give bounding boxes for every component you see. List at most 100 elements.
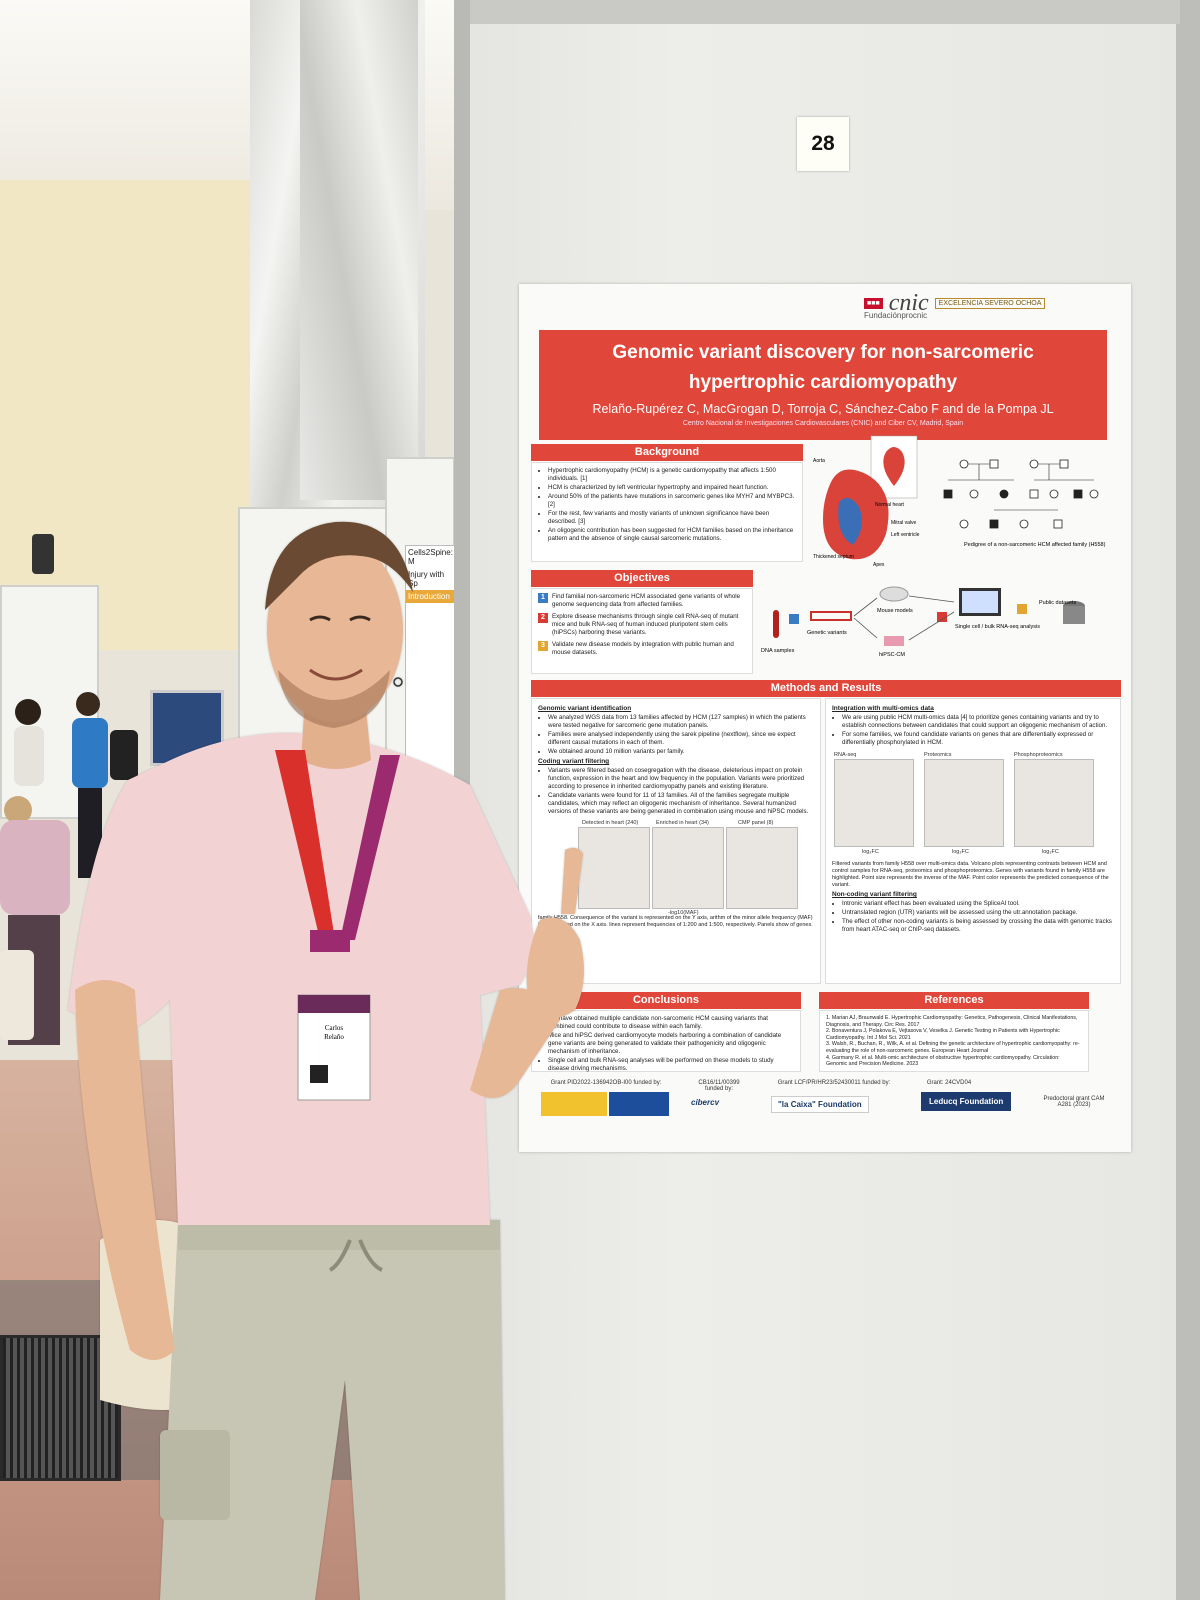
poster-logos: ■■■ cnic EXCELENCIA SEVERO OCHOA xyxy=(864,289,1124,317)
background-poster-fragment: Cells2Spine: M Injury with Sp Introducti… xyxy=(405,545,457,777)
pedigree-chart: Pedigree of a non-sarcomeric HCM affecte… xyxy=(943,459,1106,548)
scientific-poster: ■■■ cnic EXCELENCIA SEVERO OCHOA Fundaci… xyxy=(519,284,1131,1152)
lanyard-clip xyxy=(310,930,350,952)
volcano-x-label: log₂FC xyxy=(862,849,879,855)
volcano-plot-rnaseq xyxy=(834,759,914,847)
methods-bullet: For some families, we found candidate va… xyxy=(842,731,1114,747)
volcano-title: Proteomics xyxy=(924,752,952,758)
reference-item: 3. Walsh, R., Buchan, R., Wilk, A. et al… xyxy=(826,1041,1080,1054)
cargo-pocket xyxy=(160,1430,230,1520)
objective-item: 1 Find familial non-sarcomeric HCM assoc… xyxy=(538,593,746,609)
methods-bullet: We analyzed WGS data from 13 families af… xyxy=(548,714,814,730)
la-caixa-logo: "la Caixa" Foundation xyxy=(771,1096,869,1113)
pants xyxy=(160,1220,505,1600)
background-sign-1: Cells2Spine: M xyxy=(408,548,453,566)
methods-subtitle: Non-coding variant filtering xyxy=(832,891,917,898)
variant-panel xyxy=(578,827,650,909)
poster-affiliation: Centro Nacional de Investigaciones Cardi… xyxy=(682,420,964,427)
drawstring xyxy=(328,1239,383,1272)
panel-x-axis: -log10(MAF) xyxy=(668,910,699,916)
volcano-plot-proteomics xyxy=(924,759,1004,847)
objective-number: 3 xyxy=(538,641,548,651)
panel-title: Enriched in heart (34) xyxy=(656,820,709,826)
methods-bullet: The effect of other non-coding variants … xyxy=(842,918,1114,934)
board-frame-right xyxy=(1176,0,1200,1600)
diagram-label: hiPSC-CM xyxy=(879,652,905,658)
wall-speaker xyxy=(32,534,54,574)
right-arm xyxy=(470,988,560,1098)
methods-bullet: Untranslated region (UTR) variants will … xyxy=(842,909,1114,917)
panel-title: Detected in heart (240) xyxy=(582,820,639,826)
methods-bullet: We are using public HCM multi-omics data… xyxy=(842,714,1114,730)
marble-column-highlight xyxy=(300,0,418,500)
presenter-person: Carlos Relaño xyxy=(68,521,584,1600)
heart-label-lv: Left ventricle xyxy=(891,532,920,538)
objective-item: 3 Validate new disease models by integra… xyxy=(538,641,746,657)
methods-bullet: We obtained around 10 million variants p… xyxy=(548,748,814,756)
volcano-plots-figure: RNA-seq Proteomics Phosphoproteomics log… xyxy=(832,751,1114,859)
badge-qr-code xyxy=(310,1065,328,1083)
conclusions-heading: Conclusions xyxy=(531,992,801,1009)
hand-thumbs-up xyxy=(526,917,584,1019)
references-list: 1. Marian AJ, Braunwald E. Hypertrophic … xyxy=(819,1010,1089,1072)
reference-item: 1. Marian AJ, Braunwald E. Hypertrophic … xyxy=(826,1015,1078,1028)
conclusion-bullet: Single cell and bulk RNA-seq analyses wi… xyxy=(548,1057,794,1073)
methods-left-column: Genomic variant identification We analyz… xyxy=(531,698,821,984)
background-sign-2: Injury with Sp xyxy=(408,570,445,588)
volcano-caption: Filtered variants from family H558 over … xyxy=(832,861,1109,888)
beard xyxy=(278,670,390,728)
closed-eyes xyxy=(309,615,371,622)
objective-number: 1 xyxy=(538,593,548,603)
reference-item: 2. Bonaventura J, Polakova E, Vejtasova … xyxy=(826,1028,1060,1041)
poster-authors: Relaño-Rupérez C, MacGrogan D, Torroja C… xyxy=(592,402,1054,416)
variant-panels-figure: Detected in heart (240) Enriched in hear… xyxy=(538,819,814,916)
pedigree-caption: Pedigree of a non-sarcomeric HCM affecte… xyxy=(964,542,1106,548)
objective-item: 2 Explore disease mechanisms through sin… xyxy=(538,613,746,637)
heart-label-mitral: Mitral valve xyxy=(891,520,917,526)
ministry-logo xyxy=(541,1092,607,1116)
t-shirt xyxy=(68,733,534,1225)
methods-subtitle: Genomic variant identification xyxy=(538,705,632,712)
objective-number: 2 xyxy=(538,613,548,623)
poster-title-line-1: Genomic variant discovery for non-sarcom… xyxy=(612,342,1034,363)
background-sign-3: Introduction xyxy=(406,590,456,603)
methods-subtitle: Integration with multi-omics data xyxy=(832,705,934,712)
volcano-title: Phosphoproteomics xyxy=(1014,752,1063,758)
left-arm xyxy=(75,980,175,1360)
objectives-list: 1 Find familial non-sarcomeric HCM assoc… xyxy=(531,588,753,674)
panel-title: CMP panel (8) xyxy=(738,820,774,826)
background-bullet: Around 50% of the patients have mutation… xyxy=(548,493,796,509)
board-frame-top xyxy=(470,0,1180,24)
severo-ochoa-logo: EXCELENCIA SEVERO OCHOA xyxy=(934,297,1046,309)
diagram-label: Single cell / bulk RNA-seq analysis xyxy=(955,624,1040,630)
heart-label-aorta: Aorta xyxy=(813,458,825,464)
volcano-x-label: log₂FC xyxy=(952,849,969,855)
background-bullet: HCM is characterized by left ventricular… xyxy=(548,484,796,492)
diagram-label: Mouse models xyxy=(877,608,913,614)
references-heading: References xyxy=(819,992,1089,1009)
hipsc-icon xyxy=(884,636,904,646)
dna-tube-icon xyxy=(773,610,779,638)
methods-right-column: Integration with multi-omics data We are… xyxy=(825,698,1121,984)
background-bullet: Hypertrophic cardiomyopathy (HCM) is a g… xyxy=(548,467,796,483)
leducq-logo: Leducq Foundation xyxy=(921,1092,1012,1111)
conclusion-bullet: We have obtained multiple candidate non-… xyxy=(548,1015,794,1031)
variant-figure-caption: family H558. Consequence of the variant … xyxy=(538,915,813,928)
poster-title-banner: Genomic variant discovery for non-sarcom… xyxy=(539,330,1107,440)
objective-text: Validate new disease models by integrati… xyxy=(552,641,734,656)
methods-bullet: Families were analysed independently usi… xyxy=(548,731,814,747)
lanyard-left xyxy=(275,750,335,940)
board-number-label: 28 xyxy=(797,117,849,171)
fundacion-procnic-logo: Fundaciónprocnic xyxy=(864,311,928,320)
badge-name-first: Carlos xyxy=(325,1024,344,1032)
heart-label-apex: Apex xyxy=(873,562,885,568)
badge-name-last: Relaño xyxy=(324,1033,344,1041)
background-people xyxy=(0,692,138,1045)
floor-grate xyxy=(0,1335,121,1481)
background-bullet: For the rest, few variants and mostly va… xyxy=(548,510,796,526)
background-bullet: An oligogenic contribution has been sugg… xyxy=(548,527,796,543)
background-text: Hypertrophic cardiomyopathy (HCM) is a g… xyxy=(531,462,803,562)
methods-bullet: Variants were filtered based on cosegreg… xyxy=(548,767,814,791)
diagram-label: DNA samples xyxy=(761,648,795,654)
diagram-label: Genetic variants xyxy=(807,630,847,636)
